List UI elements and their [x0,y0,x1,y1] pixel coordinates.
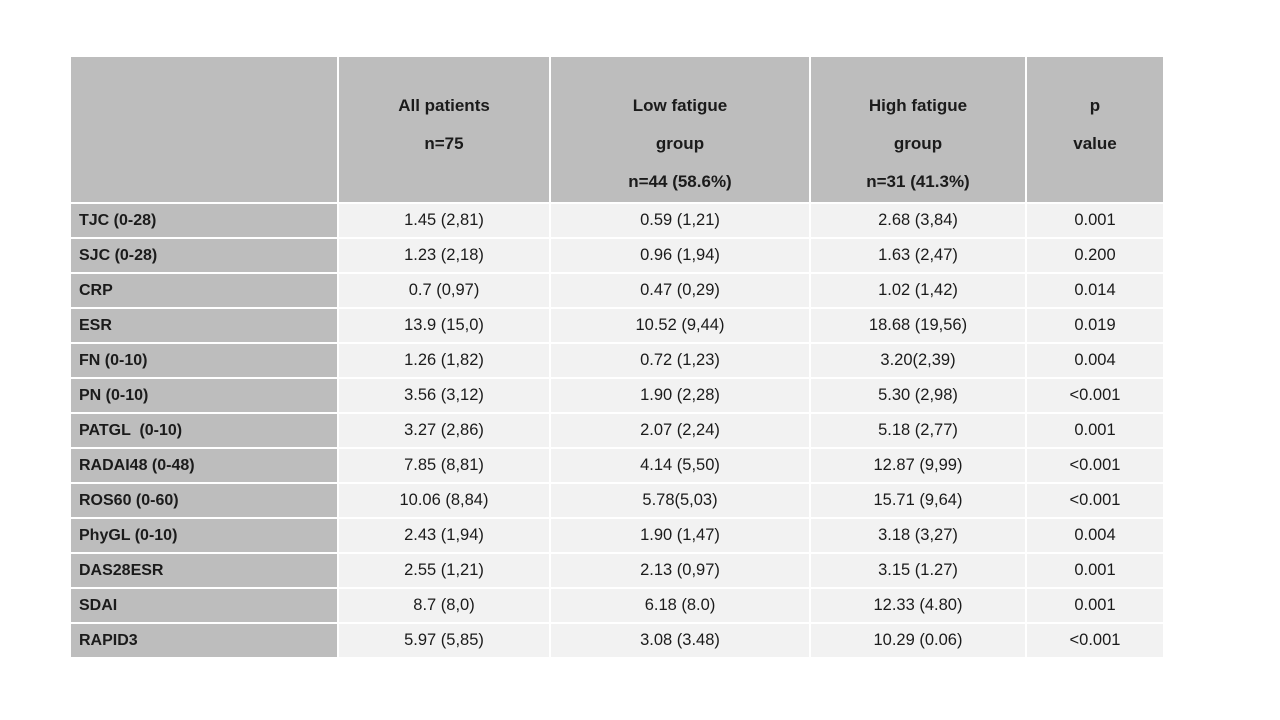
value-cell: 12.33 (4.80) [809,587,1027,624]
row-label-cell: RADAI48 (0-48) [69,447,339,484]
value-cell: 8.7 (8,0) [337,587,551,624]
value-cell: 0.47 (0,29) [549,272,811,309]
row-label-cell: PATGL (0-10) [69,412,339,449]
header-line: n=44 (58.6%) [628,172,732,191]
value-cell: 3.08 (3.48) [549,622,811,659]
table-row: DAS28ESR 2.55 (1,21) 2.13 (0,97) 3.15 (1.27… [69,552,1165,589]
value-cell: 2.43 (1,94) [337,517,551,554]
row-label-cell: DAS28ESR [69,552,339,589]
row-label-cell: PhyGL (0-10) [69,517,339,554]
value-cell: 1.26 (1,82) [337,342,551,379]
row-label-cell: SJC (0-28) [69,237,339,274]
value-cell: 0.59 (1,21) [549,202,811,239]
value-cell: 18.68 (19,56) [809,307,1027,344]
row-label-cell: TJC (0-28) [69,202,339,239]
value-cell: 1.90 (1,47) [549,517,811,554]
value-cell: 15.71 (9,64) [809,482,1027,519]
value-cell: <0.001 [1025,377,1165,414]
value-cell: 1.45 (2,81) [337,202,551,239]
value-cell: 0.72 (1,23) [549,342,811,379]
value-cell: 13.9 (15,0) [337,307,551,344]
value-cell: 0.001 [1025,412,1165,449]
table-row: TJC (0-28) 1.45 (2,81) 0.59 (1,21) 2.68 (3,… [69,202,1165,239]
value-cell: 1.90 (2,28) [549,377,811,414]
value-cell: 5.97 (5,85) [337,622,551,659]
row-label-cell: CRP [69,272,339,309]
table-row: PhyGL (0-10) 2.43 (1,94) 1.90 (1,47) 3.18 (… [69,517,1165,554]
header-line: group [893,134,943,153]
row-label-cell: ESR [69,307,339,344]
header-low-fatigue: Low fatigue group n=44 (58.6%) [549,55,811,204]
value-cell: 0.96 (1,94) [549,237,811,274]
row-label-cell: SDAI [69,587,339,624]
value-cell: 0.014 [1025,272,1165,309]
value-cell: 0.001 [1025,552,1165,589]
table-row: CRP 0.7 (0,97) 0.47 (0,29) 1.02 (1,42) 0.014 [69,272,1165,309]
table-row: ROS60 (0-60) 10.06 (8,84) 5.78(5,03) 15.71 … [69,482,1165,519]
value-cell: 0.019 [1025,307,1165,344]
fatigue-comparison-table: All patients n=75 Low fatigue group n=44… [69,55,1165,659]
table-row: SDAI 8.7 (8,0) 6.18 (8.0) 12.33 (4.80) 0.001 [69,587,1165,624]
table-row: SJC (0-28) 1.23 (2,18) 0.96 (1,94) 1.63 (2,… [69,237,1165,274]
header-row: All patients n=75 Low fatigue group n=44… [69,55,1165,204]
value-cell: 0.004 [1025,342,1165,379]
header-line: n=75 [424,134,464,153]
value-cell: 3.56 (3,12) [337,377,551,414]
value-cell: 2.13 (0,97) [549,552,811,589]
header-corner-cell [69,55,339,204]
table-body: TJC (0-28) 1.45 (2,81) 0.59 (1,21) 2.68 (3,… [69,202,1165,659]
value-cell: 6.18 (8.0) [549,587,811,624]
table-row: ESR 13.9 (15,0) 10.52 (9,44) 18.68 (19,56) 0… [69,307,1165,344]
row-label-cell: RAPID3 [69,622,339,659]
value-cell: 7.85 (8,81) [337,447,551,484]
value-cell: 1.02 (1,42) [809,272,1027,309]
row-label-cell: PN (0-10) [69,377,339,414]
header-line: group [655,134,705,153]
value-cell: 10.52 (9,44) [549,307,811,344]
table-row: RADAI48 (0-48) 7.85 (8,81) 4.14 (5,50) 12.8… [69,447,1165,484]
value-cell: <0.001 [1025,622,1165,659]
header-line: value [1073,134,1117,153]
value-cell: 0.004 [1025,517,1165,554]
table-row: PATGL (0-10) 3.27 (2,86) 2.07 (2,24) 5.18 (… [69,412,1165,449]
value-cell: 5.18 (2,77) [809,412,1027,449]
header-line: Low fatigue [632,96,728,115]
value-cell: 1.63 (2,47) [809,237,1027,274]
value-cell: 2.68 (3,84) [809,202,1027,239]
value-cell: 2.07 (2,24) [549,412,811,449]
table-row: RAPID3 5.97 (5,85) 3.08 (3.48) 10.29 (0.06)… [69,622,1165,659]
value-cell: 5.78(5,03) [549,482,811,519]
value-cell: 4.14 (5,50) [549,447,811,484]
header-line: p [1089,96,1101,115]
value-cell: 10.29 (0.06) [809,622,1027,659]
value-cell: 0.001 [1025,587,1165,624]
table-row: PN (0-10) 3.56 (3,12) 1.90 (2,28) 5.30 (2,9… [69,377,1165,414]
table-header: All patients n=75 Low fatigue group n=44… [69,55,1165,204]
header-line: High fatigue [868,96,968,115]
header-p-value: p value [1025,55,1165,204]
value-cell: 2.55 (1,21) [337,552,551,589]
value-cell: <0.001 [1025,482,1165,519]
header-all-patients: All patients n=75 [337,55,551,204]
value-cell: 0.001 [1025,202,1165,239]
value-cell: 0.7 (0,97) [337,272,551,309]
header-line: All patients [398,96,490,115]
value-cell: 1.23 (2,18) [337,237,551,274]
value-cell: 3.15 (1.27) [809,552,1027,589]
header-line: n=31 (41.3%) [866,172,970,191]
header-high-fatigue: High fatigue group n=31 (41.3%) [809,55,1027,204]
row-label-cell: ROS60 (0-60) [69,482,339,519]
value-cell: <0.001 [1025,447,1165,484]
value-cell: 3.20(2,39) [809,342,1027,379]
row-label-cell: FN (0-10) [69,342,339,379]
value-cell: 3.18 (3,27) [809,517,1027,554]
value-cell: 10.06 (8,84) [337,482,551,519]
value-cell: 5.30 (2,98) [809,377,1027,414]
table-row: FN (0-10) 1.26 (1,82) 0.72 (1,23) 3.20(2,39… [69,342,1165,379]
value-cell: 3.27 (2,86) [337,412,551,449]
value-cell: 0.200 [1025,237,1165,274]
value-cell: 12.87 (9,99) [809,447,1027,484]
